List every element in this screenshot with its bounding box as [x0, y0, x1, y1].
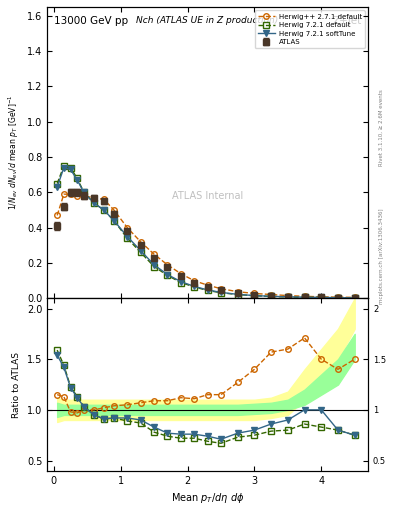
Herwig 7.2.1 default — [205, 287, 210, 293]
Herwig 7.2.1 default — [82, 189, 86, 196]
Herwig++ 2.7.1 default — [61, 191, 66, 197]
Herwig 7.2.1 softTune — [82, 189, 86, 196]
Herwig 7.2.1 softTune — [55, 184, 59, 190]
Line: Herwig++ 2.7.1 default: Herwig++ 2.7.1 default — [54, 191, 358, 300]
Herwig++ 2.7.1 default — [219, 286, 223, 292]
Herwig++ 2.7.1 default — [353, 294, 357, 301]
Herwig 7.2.1 softTune — [138, 248, 143, 254]
Herwig 7.2.1 default — [102, 207, 107, 213]
Herwig++ 2.7.1 default — [125, 225, 130, 231]
Herwig 7.2.1 default — [302, 294, 307, 301]
Herwig 7.2.1 softTune — [165, 271, 170, 278]
Herwig++ 2.7.1 default — [205, 282, 210, 288]
Herwig++ 2.7.1 default — [285, 292, 290, 298]
Herwig 7.2.1 softTune — [152, 262, 156, 268]
Herwig 7.2.1 softTune — [285, 294, 290, 300]
Herwig 7.2.1 softTune — [219, 289, 223, 295]
Herwig 7.2.1 default — [178, 280, 183, 286]
Herwig 7.2.1 softTune — [102, 207, 107, 213]
Herwig 7.2.1 softTune — [125, 233, 130, 240]
Herwig 7.2.1 softTune — [68, 166, 73, 173]
Herwig 7.2.1 softTune — [302, 294, 307, 300]
Herwig 7.2.1 default — [219, 290, 223, 296]
Herwig 7.2.1 default — [125, 236, 130, 242]
Herwig++ 2.7.1 default — [138, 239, 143, 245]
Line: Herwig 7.2.1 default: Herwig 7.2.1 default — [54, 163, 358, 301]
Herwig++ 2.7.1 default — [192, 278, 196, 284]
Herwig++ 2.7.1 default — [82, 193, 86, 199]
Text: Rivet 3.1.10, ≥ 2.6M events: Rivet 3.1.10, ≥ 2.6M events — [379, 90, 384, 166]
Herwig++ 2.7.1 default — [336, 294, 340, 300]
Herwig++ 2.7.1 default — [302, 293, 307, 300]
Herwig++ 2.7.1 default — [68, 191, 73, 197]
Text: Nch (ATLAS UE in Z production): Nch (ATLAS UE in Z production) — [136, 16, 279, 25]
Herwig 7.2.1 softTune — [336, 294, 340, 301]
Herwig 7.2.1 softTune — [319, 294, 323, 301]
Text: ATLAS Internal: ATLAS Internal — [172, 191, 243, 201]
Herwig 7.2.1 default — [152, 264, 156, 270]
Herwig++ 2.7.1 default — [235, 289, 240, 295]
Herwig++ 2.7.1 default — [152, 251, 156, 258]
Herwig 7.2.1 default — [319, 294, 323, 301]
Line: Herwig 7.2.1 softTune: Herwig 7.2.1 softTune — [54, 165, 358, 301]
Herwig 7.2.1 default — [269, 293, 274, 300]
Text: Z+Jet: Z+Jet — [332, 16, 362, 26]
Herwig++ 2.7.1 default — [102, 197, 107, 203]
Herwig++ 2.7.1 default — [75, 193, 79, 199]
Herwig 7.2.1 default — [55, 181, 59, 187]
Herwig 7.2.1 softTune — [252, 292, 257, 298]
Herwig 7.2.1 default — [68, 165, 73, 171]
Herwig++ 2.7.1 default — [165, 262, 170, 268]
Herwig 7.2.1 default — [92, 200, 96, 206]
Herwig 7.2.1 default — [75, 175, 79, 181]
Herwig 7.2.1 default — [285, 294, 290, 300]
Herwig 7.2.1 default — [138, 249, 143, 255]
Y-axis label: Ratio to ATLAS: Ratio to ATLAS — [12, 352, 21, 417]
Herwig 7.2.1 softTune — [205, 287, 210, 293]
Y-axis label: $1/N_{ev}\ dN_{ev}/d\ \mathrm{mean}\ p_T\ [\mathrm{GeV}]^{-1}$: $1/N_{ev}\ dN_{ev}/d\ \mathrm{mean}\ p_T… — [7, 95, 21, 210]
Herwig 7.2.1 default — [112, 218, 116, 224]
Herwig 7.2.1 softTune — [75, 177, 79, 183]
Herwig++ 2.7.1 default — [55, 212, 59, 219]
Herwig 7.2.1 softTune — [112, 218, 116, 224]
Text: mcplots.cern.ch [arXiv:1306.3436]: mcplots.cern.ch [arXiv:1306.3436] — [379, 208, 384, 304]
Herwig 7.2.1 default — [192, 284, 196, 290]
Herwig 7.2.1 default — [252, 293, 257, 299]
Legend: Herwig++ 2.7.1 default, Herwig 7.2.1 default, Herwig 7.2.1 softTune, ATLAS: Herwig++ 2.7.1 default, Herwig 7.2.1 def… — [255, 10, 365, 48]
Herwig++ 2.7.1 default — [269, 291, 274, 297]
Text: 13000 GeV pp: 13000 GeV pp — [53, 16, 128, 26]
Herwig++ 2.7.1 default — [178, 271, 183, 277]
Herwig 7.2.1 default — [235, 291, 240, 297]
Herwig++ 2.7.1 default — [92, 195, 96, 201]
Herwig 7.2.1 default — [61, 163, 66, 169]
Herwig++ 2.7.1 default — [319, 294, 323, 300]
Herwig++ 2.7.1 default — [252, 290, 257, 296]
Herwig 7.2.1 default — [353, 295, 357, 301]
Herwig 7.2.1 softTune — [235, 291, 240, 297]
Herwig 7.2.1 softTune — [61, 165, 66, 171]
Herwig 7.2.1 default — [336, 294, 340, 301]
Herwig 7.2.1 softTune — [269, 293, 274, 300]
Herwig++ 2.7.1 default — [112, 207, 116, 213]
Herwig 7.2.1 default — [165, 272, 170, 279]
X-axis label: Mean $p_T/d\eta\ d\phi$: Mean $p_T/d\eta\ d\phi$ — [171, 491, 244, 505]
Herwig 7.2.1 softTune — [92, 200, 96, 206]
Herwig 7.2.1 softTune — [178, 279, 183, 285]
Herwig 7.2.1 softTune — [353, 295, 357, 301]
Herwig 7.2.1 softTune — [192, 283, 196, 289]
